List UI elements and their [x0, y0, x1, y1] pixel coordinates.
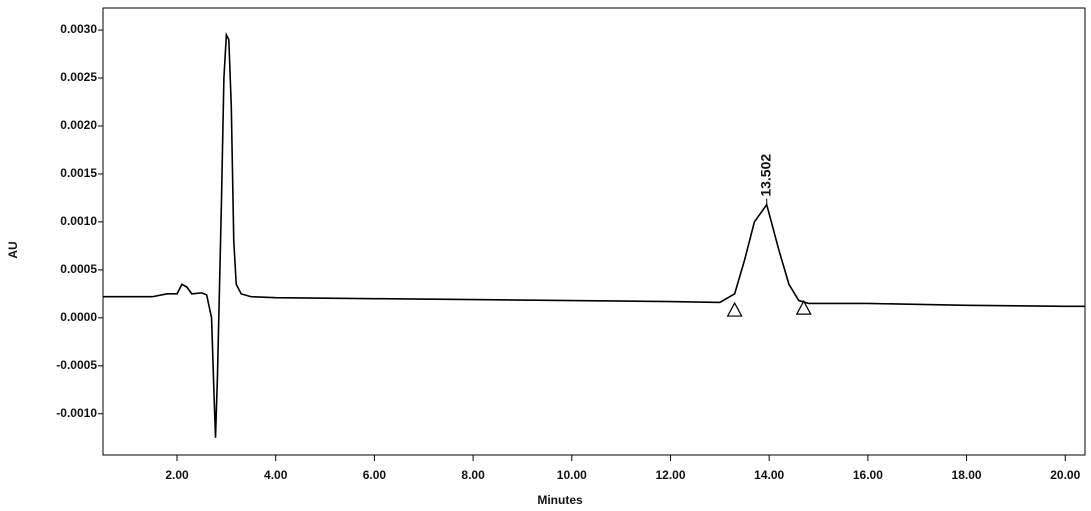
chromatogram-line [103, 31, 1085, 438]
x-tick-label: 18.00 [952, 468, 982, 482]
baseline-marker [726, 301, 743, 317]
x-tick-label: 10.00 [557, 468, 587, 482]
y-axis-label: AU [6, 241, 20, 258]
x-tick-label: 20.00 [1050, 468, 1080, 482]
plot-frame [102, 7, 1086, 456]
y-tick-label: 0.0000 [60, 310, 97, 324]
y-tick-label: 0.0025 [60, 70, 97, 84]
peak-label: 13.502 [757, 154, 773, 197]
x-tick-label: 16.00 [853, 468, 883, 482]
y-tick-label: 0.0020 [60, 118, 97, 132]
baseline-marker [795, 299, 812, 315]
x-tick-label: 8.00 [461, 468, 485, 482]
x-tick-label: 4.00 [264, 468, 288, 482]
x-tick-label: 12.00 [655, 468, 685, 482]
x-axis-label: Minutes [537, 493, 583, 507]
y-tick-label: 0.0030 [60, 22, 97, 36]
y-tick-label: -0.0010 [56, 406, 97, 420]
y-tick-label: 0.0010 [60, 214, 97, 228]
y-tick-label: 0.0015 [60, 166, 97, 180]
x-tick-label: 2.00 [165, 468, 189, 482]
x-tick-label: 6.00 [363, 468, 387, 482]
x-tick-label: 14.00 [754, 468, 784, 482]
y-tick-label: -0.0005 [56, 358, 97, 372]
y-tick-label: 0.0005 [60, 262, 97, 276]
